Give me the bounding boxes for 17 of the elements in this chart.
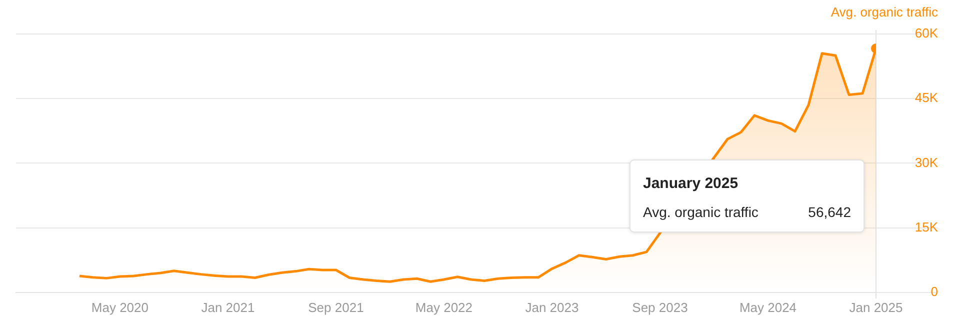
x-tick-label: May 2020	[91, 300, 149, 315]
x-tick-label: Sep 2021	[308, 300, 364, 315]
annotation: January 2025	[643, 175, 738, 192]
y-axis-title: Avg. organic traffic	[830, 4, 938, 20]
x-tick-label: May 2022	[415, 300, 473, 315]
annotation: Avg. organic traffic	[643, 204, 758, 220]
x-tick-label: Jan 2025	[849, 300, 903, 315]
x-tick-label: May 2024	[739, 300, 797, 315]
annotation: 56,642	[808, 204, 852, 220]
x-tick-label: Jan 2021	[201, 300, 255, 315]
x-tick-label: Sep 2023	[632, 300, 688, 315]
y-tick-label: 60K	[914, 26, 938, 41]
y-tick-label: 45K	[914, 90, 938, 106]
x-tick-label: Jan 2023	[525, 300, 579, 315]
y-tick-label: 15K	[914, 219, 938, 234]
y-tick-label: 30K	[914, 154, 938, 170]
y-tick-label: 0	[930, 284, 938, 299]
